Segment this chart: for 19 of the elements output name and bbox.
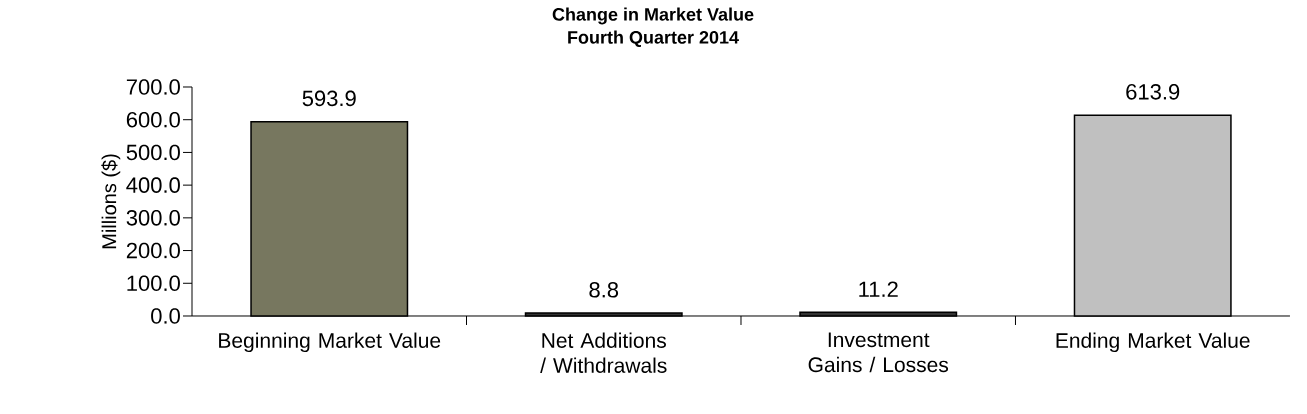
data-label: 8.8 [589, 281, 619, 298]
y-tick-label: 600.0 [126, 111, 180, 128]
x-tick-label: Investment Gains / Losses [808, 332, 949, 373]
data-label: 593.9 [302, 90, 356, 107]
data-label: 11.2 [859, 281, 898, 297]
y-tick-label: 300.0 [126, 210, 180, 226]
y-tick-label: 700.0 [126, 79, 180, 95]
y-axis-title: Millions ($) [101, 154, 121, 249]
chart-title: Change in Market Value [552, 7, 754, 25]
x-tick-label: Ending Market Value [1056, 332, 1250, 353]
x-tick-label: Beginning Market Value [219, 332, 441, 353]
y-tick-label: 0.0 [151, 308, 180, 324]
chart-subtitle: Fourth Quarter 2014 [568, 30, 739, 48]
y-tick-label: 200.0 [126, 242, 180, 259]
y-tick-label: 400.0 [126, 177, 180, 193]
data-label: 613.9 [1126, 84, 1180, 100]
y-tick-label: 500.0 [126, 144, 180, 161]
x-tick-label: Net Additions / Withdrawals [540, 332, 667, 373]
y-tick-label: 100.0 [127, 275, 180, 292]
